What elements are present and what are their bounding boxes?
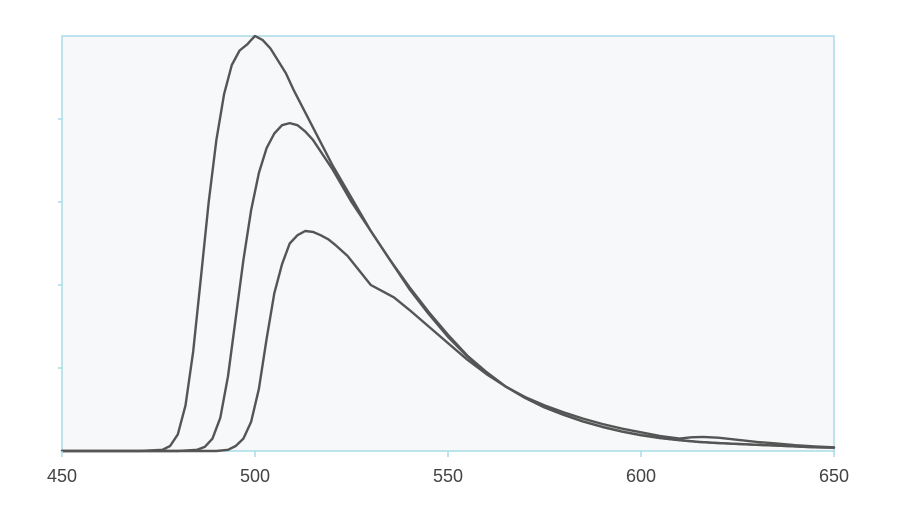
- x-axis: 450 500 550 600 650: [47, 451, 849, 486]
- series-line-2: [60, 121, 836, 453]
- series-group: [60, 34, 836, 453]
- x-tick-label: 500: [240, 466, 270, 486]
- x-tick-label: 650: [819, 466, 849, 486]
- x-tick-label: 450: [47, 466, 77, 486]
- y-axis-ticks: [58, 118, 62, 369]
- x-tick-label: 600: [626, 466, 656, 486]
- plot-area: [61, 35, 835, 452]
- x-tick-label: 550: [433, 466, 463, 486]
- series-line-3: [60, 229, 836, 453]
